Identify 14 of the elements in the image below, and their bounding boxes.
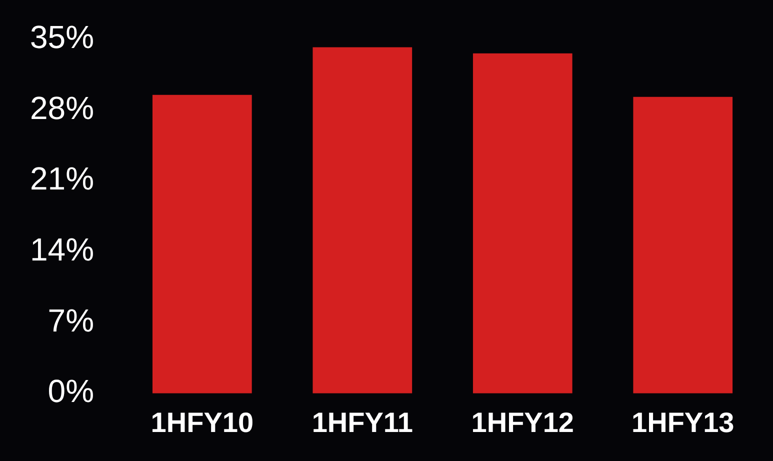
bar — [152, 94, 252, 394]
x-tick-label: 1HFY10 — [150, 406, 254, 438]
bar — [312, 47, 412, 394]
y-tick-label: 28% — [30, 90, 94, 126]
x-tick-label: 1HFY11 — [312, 406, 413, 438]
x-tick-label: 1HFY13 — [632, 406, 734, 438]
x-tick-label: 1HFY12 — [471, 406, 574, 438]
y-tick-label: 0% — [48, 373, 94, 410]
bar — [633, 96, 733, 394]
y-tick-label: 14% — [30, 232, 94, 268]
y-tick-label: 21% — [30, 160, 94, 197]
y-tick-label: 35% — [30, 19, 94, 56]
y-tick-label: 7% — [48, 302, 94, 338]
bar — [472, 53, 572, 394]
